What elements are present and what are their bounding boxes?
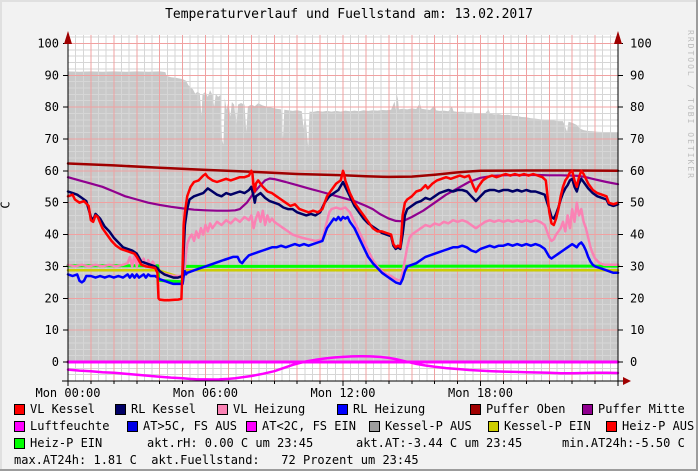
y-tick-label-right: 30 [630, 259, 644, 273]
legend-kessel-p-ein-swatch [488, 421, 499, 432]
y-tick-label-right: 50 [630, 196, 644, 210]
legend-heiz-p-aus: Heiz-P AUS [606, 420, 694, 433]
legend-luftfeuchte: Luftfeuchte [14, 420, 109, 433]
legend-heiz-p-aus-swatch [606, 421, 617, 432]
series-rl-heizung [66, 215, 620, 286]
axis-arrows [64, 31, 631, 385]
legend-at-lt2-label: AT<2C, FS EIN [262, 419, 356, 433]
legend-rl-kessel-swatch [115, 404, 126, 415]
legend-heiz-p-ein-label: Heiz-P EIN [30, 436, 103, 450]
legend-heiz-p-ein: Heiz-P EIN [14, 437, 102, 450]
x-tick-label: Mon 06:00 [173, 386, 238, 400]
legend-heiz-p-aus-label: Heiz-P AUS [622, 419, 695, 433]
chart-canvas: 0 0 10 10 20 20 30 30 40 40 50 50 60 60 70 70 80 80 90 90 10… [35, 31, 652, 400]
legend-luftfeuchte-swatch [14, 421, 25, 432]
y-tick-label-left: 50 [45, 196, 59, 210]
legend-vl-heizung: VL Heizung [217, 403, 305, 416]
stat-akt-at: akt.AT:-3.44 C um 23:45 [356, 437, 522, 450]
legend-puffer-mitte-label: Puffer Mitte [598, 402, 685, 416]
legend-rl-heizung-label: RL Heizung [353, 402, 426, 416]
legend-at-lt2-swatch [246, 421, 257, 432]
y-tick-label-left: 30 [45, 259, 59, 273]
axes [62, 36, 623, 386]
tick-labels: 0 0 10 10 20 20 30 30 40 40 50 50 60 60 70 70 80 80 90 90 10… [35, 36, 651, 400]
legend-vl-heizung-label: VL Heizung [233, 402, 306, 416]
legend-kessel-p-aus: Kessel-P AUS [369, 420, 472, 433]
y-tick-label-left: 100 [37, 36, 59, 50]
legend-rl-heizung: RL Heizung [337, 403, 425, 416]
stat-min-at24h: min.AT24h:-5.50 C [562, 437, 685, 450]
legend-puffer-mitte-swatch [582, 404, 593, 415]
legend-luftfeuchte-label: Luftfeuchte [30, 419, 110, 433]
legend-at-gt5-label: AT>5C, FS AUS [143, 419, 237, 433]
stat-min-at24h-label: min.AT24h:-5.50 C [562, 436, 685, 450]
stat-akt-rh: akt.rH: 0.00 C um 23:45 [147, 437, 313, 450]
y-tick-label-right: 20 [630, 291, 644, 305]
y-tick-label-right: 60 [630, 164, 644, 178]
legend-kessel-p-aus-label: Kessel-P AUS [385, 419, 472, 433]
legend-at-lt2: AT<2C, FS EIN [246, 420, 356, 433]
y-tick-label-left: 20 [45, 291, 59, 305]
y-tick-label-left: 70 [45, 132, 59, 146]
x-tick-label: Mon 18:00 [448, 386, 513, 400]
x-tick-label: Mon 00:00 [35, 386, 100, 400]
y-tick-label-right: 10 [630, 323, 644, 337]
legend-vl-kessel-swatch [14, 404, 25, 415]
legend-at-gt5: AT>5C, FS AUS [127, 420, 237, 433]
legend-puffer-oben: Puffer Oben [470, 403, 565, 416]
series-aussentemperatur [66, 355, 620, 381]
stat-max-at24h-fuellstand-label: max.AT24h: 1.81 C akt.Fuellstand: 72 Pro… [14, 453, 419, 467]
legend-kessel-p-ein-label: Kessel-P EIN [504, 419, 591, 433]
y-tick-label-right: 100 [630, 36, 652, 50]
legend-rl-kessel-label: RL Kessel [131, 402, 197, 416]
y-tick-label-right: 40 [630, 228, 644, 242]
y-tick-label-left: 60 [45, 164, 59, 178]
chart-title: Temperaturverlauf und Fuellstand am: 13.… [165, 7, 533, 22]
legend-puffer-mitte: Puffer Mitte [582, 403, 685, 416]
series-puffer-oben [66, 162, 620, 179]
y-tick-label-right: 80 [630, 100, 644, 114]
legend-rl-kessel: RL Kessel [115, 403, 196, 416]
y-tick-label-left: 90 [45, 68, 59, 82]
legend-heiz-p-ein-swatch [14, 438, 25, 449]
x-tick-label: Mon 12:00 [310, 386, 375, 400]
legend-at-gt5-swatch [127, 421, 138, 432]
y-tick-label-right: 90 [630, 68, 644, 82]
y-tick-label-left: 0 [52, 355, 59, 369]
legend-puffer-oben-label: Puffer Oben [486, 402, 566, 416]
legend-rl-heizung-swatch [337, 404, 348, 415]
legend-kessel-p-ein: Kessel-P EIN [488, 420, 591, 433]
y-tick-label-left: 80 [45, 100, 59, 114]
legend-vl-kessel-label: VL Kessel [30, 402, 96, 416]
series-vl-kessel [66, 169, 620, 302]
y-tick-label-right: 70 [630, 132, 644, 146]
stat-akt-rh-label: akt.rH: 0.00 C um 23:45 [147, 436, 314, 450]
y-tick-label-right: 0 [630, 355, 637, 369]
legend-vl-heizung-swatch [217, 404, 228, 415]
y-tick-label-left: 10 [45, 323, 59, 337]
legend: VL Kessel RL Kessel VL Heizung RL Heizung Pu… [0, 403, 698, 471]
legend-vl-kessel: VL Kessel [14, 403, 95, 416]
rrdtool-watermark: RRDTOOL / TOBI OETIKER [686, 30, 695, 180]
y-tick-label-left: 40 [45, 228, 59, 242]
stat-akt-at-label: akt.AT:-3.44 C um 23:45 [356, 436, 523, 450]
stat-max-at24h-fuellstand: max.AT24h: 1.81 C akt.Fuellstand: 72 Pro… [14, 454, 419, 467]
legend-kessel-p-aus-swatch [369, 421, 380, 432]
legend-puffer-oben-swatch [470, 404, 481, 415]
